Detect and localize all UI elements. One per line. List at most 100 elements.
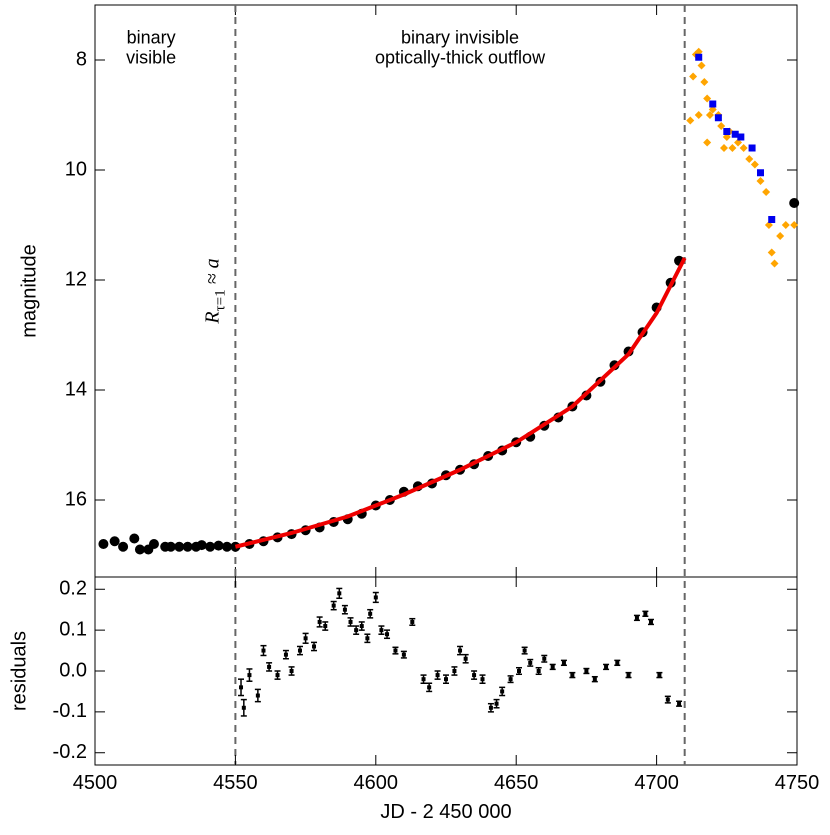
data-point: [148, 539, 159, 549]
y-tick-label: 0.1: [59, 618, 87, 640]
data-point: [709, 100, 717, 108]
data-point: [331, 603, 336, 608]
data-point: [731, 130, 739, 138]
data-point: [522, 648, 527, 653]
data-point: [241, 705, 246, 710]
annotation: optically-thick outflow: [375, 48, 546, 68]
annotation-part: τ=1: [213, 289, 229, 311]
data-point: [205, 541, 216, 552]
y-axis-label: residuals: [8, 631, 30, 711]
x-tick-label: 4700: [634, 772, 679, 794]
data-point: [312, 644, 317, 649]
data-point: [267, 664, 272, 669]
data-point: [174, 541, 185, 552]
data-point: [239, 685, 244, 690]
data-point: [118, 541, 129, 552]
data-point: [665, 697, 670, 702]
data-point: [703, 138, 712, 147]
annotation: binary invisible: [401, 28, 519, 48]
data-point: [458, 648, 463, 653]
annotation-part: ≈ a: [202, 258, 224, 289]
y-axis-label: magnitude: [18, 244, 40, 337]
bottom-frame: [94, 576, 798, 766]
y-tick-label: 12: [65, 268, 87, 290]
data-point: [770, 259, 779, 268]
x-tick-label: 4650: [494, 772, 539, 794]
data-point: [255, 693, 260, 698]
data-point: [435, 673, 440, 678]
data-point: [500, 689, 505, 694]
data-point: [373, 595, 378, 600]
data-point: [657, 673, 662, 678]
data-point: [213, 540, 224, 551]
data-point: [689, 72, 698, 81]
data-point: [98, 539, 109, 549]
x-tick-label: 4550: [213, 772, 258, 794]
data-point: [337, 591, 342, 596]
y-tick-label: 0.0: [59, 659, 87, 681]
x-tick-label: 4500: [73, 772, 118, 794]
data-point: [723, 128, 731, 135]
data-point: [385, 632, 390, 637]
data-point: [703, 94, 712, 103]
y-tick-label: 10: [65, 158, 87, 180]
data-point: [494, 701, 499, 706]
data-point: [348, 619, 353, 624]
data-point: [705, 111, 714, 119]
data-point: [275, 673, 280, 678]
data-point: [748, 144, 756, 152]
data-point: [767, 248, 776, 257]
data-point: [648, 619, 653, 624]
data-point: [354, 628, 359, 633]
fit-line: [234, 257, 687, 549]
data-point: [737, 133, 745, 141]
y-tick-label: 0.2: [59, 578, 87, 600]
data-point: [615, 660, 620, 665]
data-point: [323, 624, 328, 629]
data-point: [728, 144, 737, 152]
data-point: [452, 669, 457, 673]
data-point: [789, 198, 800, 208]
y-tick-label: 16: [65, 488, 87, 510]
data-point: [129, 533, 140, 544]
x-tick-label: 4600: [354, 772, 399, 794]
y-tick-label: -0.1: [53, 700, 87, 722]
data-point: [745, 155, 754, 163]
data-point: [561, 660, 566, 665]
data-point: [182, 541, 193, 552]
data-point: [768, 216, 776, 223]
data-point: [762, 188, 771, 196]
data-point: [303, 636, 308, 641]
data-point: [781, 221, 790, 229]
data-point: [427, 685, 432, 690]
x-axis-label: JD - 2 450 000: [380, 801, 511, 823]
y-tick-label: 8: [76, 48, 87, 70]
data-point: [756, 177, 765, 185]
data-point: [365, 636, 370, 641]
y-tick-label: 14: [65, 378, 87, 400]
data-point: [401, 652, 406, 657]
data-point: [790, 221, 799, 229]
data-point: [697, 61, 706, 70]
data-point: [714, 114, 722, 122]
data-point: [570, 673, 575, 678]
data-point: [643, 611, 648, 616]
data-point: [536, 669, 541, 673]
data-point: [686, 116, 695, 125]
data-point: [717, 122, 726, 130]
data-point: [528, 660, 533, 665]
data-point: [410, 619, 415, 624]
data-point: [283, 652, 288, 657]
annotation-part: R: [202, 311, 224, 324]
data-point: [480, 677, 485, 682]
data-point: [604, 664, 609, 669]
data-point: [592, 677, 597, 682]
data-point: [739, 144, 748, 152]
data-point: [165, 541, 176, 552]
data-point: [134, 544, 145, 555]
data-point: [700, 78, 709, 86]
data-point: [472, 673, 477, 678]
top-frame: [94, 4, 798, 578]
data-point: [719, 144, 728, 152]
